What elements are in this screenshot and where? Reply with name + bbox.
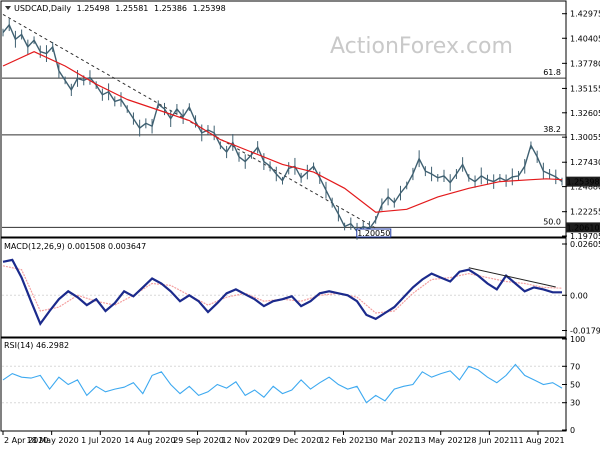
price-panel-frame: [0, 0, 567, 238]
date-tick-label: 14 Aug 2020: [124, 436, 175, 445]
macd-ytick-label: 0.00: [570, 291, 588, 300]
macd-line: [2, 258, 562, 327]
date-tick-label: 29 Dec 2020: [270, 436, 321, 445]
dropdown-triangle-icon[interactable]: [5, 6, 11, 10]
rsi-ytick-label: 0: [570, 426, 575, 435]
rsi-line: [2, 363, 563, 404]
price-ytick-label: 1.30055: [570, 133, 600, 142]
price-ytick-label: 1.32605: [570, 109, 600, 118]
price-ytick-label: 1.37780: [570, 59, 600, 68]
macd-series: [2, 258, 563, 327]
watermark: ActionForex.com: [330, 34, 513, 59]
price-ytick-label: 1.19705: [570, 232, 600, 241]
date-tick-label: 12 Feb 2021: [320, 436, 370, 445]
price-title: USDCAD,Daily: [14, 4, 71, 13]
price-ytick-label: 1.42975: [570, 10, 600, 19]
macd-trendline: [468, 267, 556, 288]
price-series: 1.20050: [2, 18, 563, 240]
price-ytick-label: 1.27430: [570, 158, 600, 167]
date-tick-label: 18 May 2020: [27, 436, 79, 445]
macd-ytick-label: 0.026055: [570, 240, 600, 249]
rsi-ytick-label: 70: [570, 362, 580, 371]
ohlc-open: 1.25498: [77, 4, 110, 13]
date-tick-label: 1 Jul 2020: [81, 436, 121, 445]
macd-axis: 0.026055 0.00 -0.017914: [562, 240, 600, 336]
fib-level-label: 50.0: [543, 217, 561, 226]
current-price-box: [566, 176, 600, 187]
support-price-label: 1.20610: [566, 223, 599, 232]
macd-title: MACD(12,26,9) 0.001508 0.003647: [4, 242, 146, 251]
date-tick-label: 13 May 2021: [416, 436, 468, 445]
macd-panel-frame: [0, 237, 567, 338]
rsi-title: RSI(14) 46.2982: [4, 341, 69, 350]
ohlc-low: 1.25386: [154, 4, 187, 13]
price-ytick-label: 1.24880: [570, 183, 600, 192]
date-tick-label: 29 Sep 2020: [173, 436, 224, 445]
price-axis: 1.42975 1.40405 1.37780 1.35155 1.32605 1.300…: [562, 10, 600, 241]
date-tick-label: 11 Aug 2021: [513, 436, 564, 445]
ohlc-high: 1.25581: [115, 4, 148, 13]
rsi-ytick-label: 30: [570, 399, 580, 408]
fib-levels: 61.8 38.2 50.0: [2, 68, 566, 228]
fib-level-label: 61.8: [543, 68, 561, 77]
price-ytick-label: 1.22255: [570, 208, 600, 217]
rsi-ytick-label: 100: [570, 335, 585, 344]
price-ytick-label: 1.35155: [570, 84, 600, 93]
date-tick-label: 12 Nov 2020: [222, 436, 273, 445]
rsi-axis: 100 70 50 30 0: [562, 335, 585, 435]
price-header: USDCAD,Daily 1.25498 1.25581 1.25386 1.2…: [5, 4, 226, 13]
moving-average-line: [2, 51, 563, 213]
rsi-ytick-label: 50: [570, 381, 580, 390]
current-price-label: 1.25398: [566, 178, 599, 187]
ohlc-close: 1.25398: [193, 4, 226, 13]
fib-level-label: 38.2: [543, 125, 561, 134]
svg-text:USDCAD,Daily 1.25498: USDCAD,Daily 1.25498 1.25581 1.25386 1.2…: [14, 4, 226, 13]
support-price-box: [566, 222, 600, 233]
low-price-label: 1.20050: [357, 229, 390, 238]
price-ytick-label: 1.40405: [570, 34, 600, 43]
low-price-box: [356, 228, 392, 238]
date-tick-label: 2 Apr 2020: [4, 436, 48, 445]
price-close-line: [2, 23, 563, 233]
date-tick-label: 30 Mar 2021: [368, 436, 419, 445]
date-tick-label: 28 Jun 2021: [466, 436, 514, 445]
macd-ytick-label: -0.017914: [570, 327, 600, 336]
rsi-series: [2, 363, 563, 404]
macd-signal-line: [2, 265, 563, 314]
